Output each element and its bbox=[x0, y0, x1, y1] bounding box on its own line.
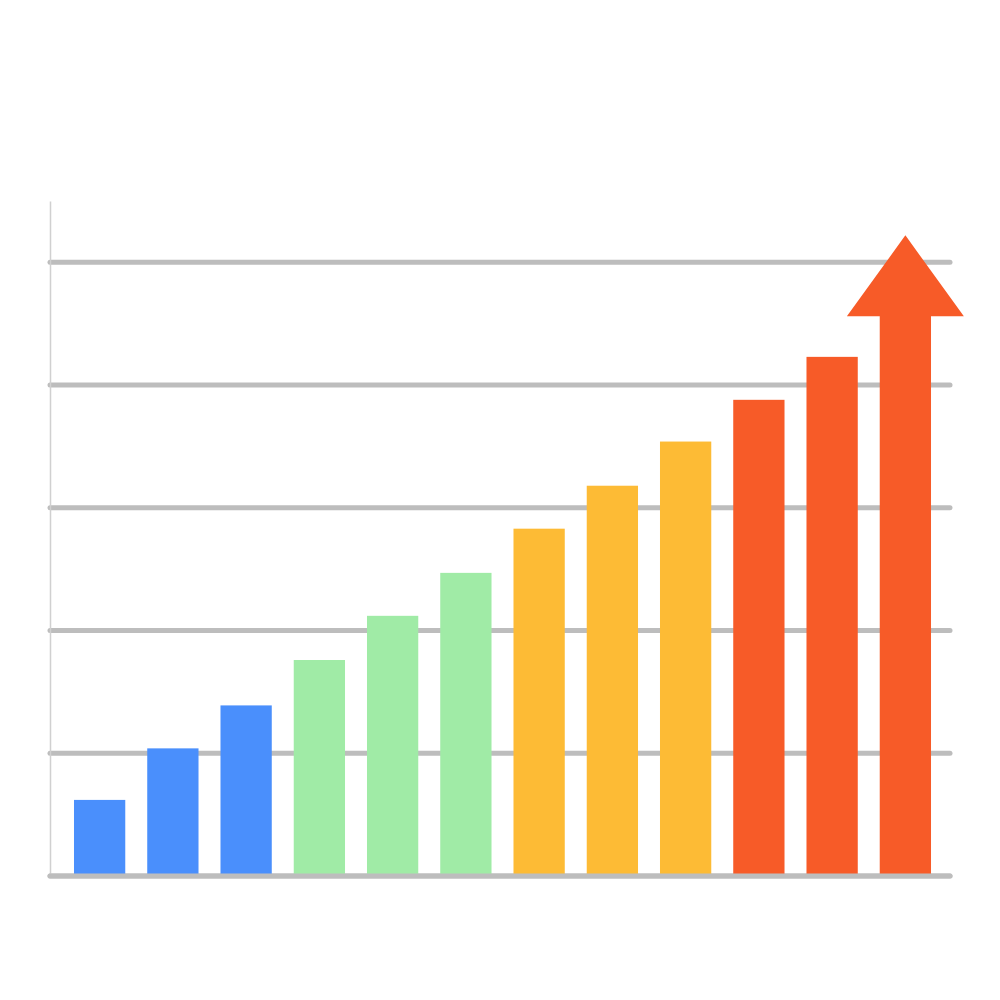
arrow-bar bbox=[847, 235, 964, 876]
chart bbox=[0, 0, 1000, 1000]
bars bbox=[74, 235, 964, 876]
bar bbox=[660, 442, 711, 876]
x-axis bbox=[100, 880, 906, 881]
bar bbox=[440, 573, 491, 876]
bar bbox=[220, 705, 271, 876]
baseline bbox=[50, 874, 950, 879]
y-axis-line bbox=[50, 202, 52, 877]
bar bbox=[294, 660, 345, 876]
grid bbox=[50, 262, 950, 876]
grid-line bbox=[50, 874, 950, 879]
bar bbox=[587, 486, 638, 876]
bar bbox=[74, 800, 125, 876]
y-axis bbox=[50, 202, 52, 877]
bar bbox=[147, 748, 198, 876]
bar bbox=[513, 529, 564, 876]
bar bbox=[367, 616, 418, 876]
bar bbox=[806, 357, 857, 876]
bar bbox=[733, 400, 784, 876]
grid-line bbox=[50, 260, 950, 265]
